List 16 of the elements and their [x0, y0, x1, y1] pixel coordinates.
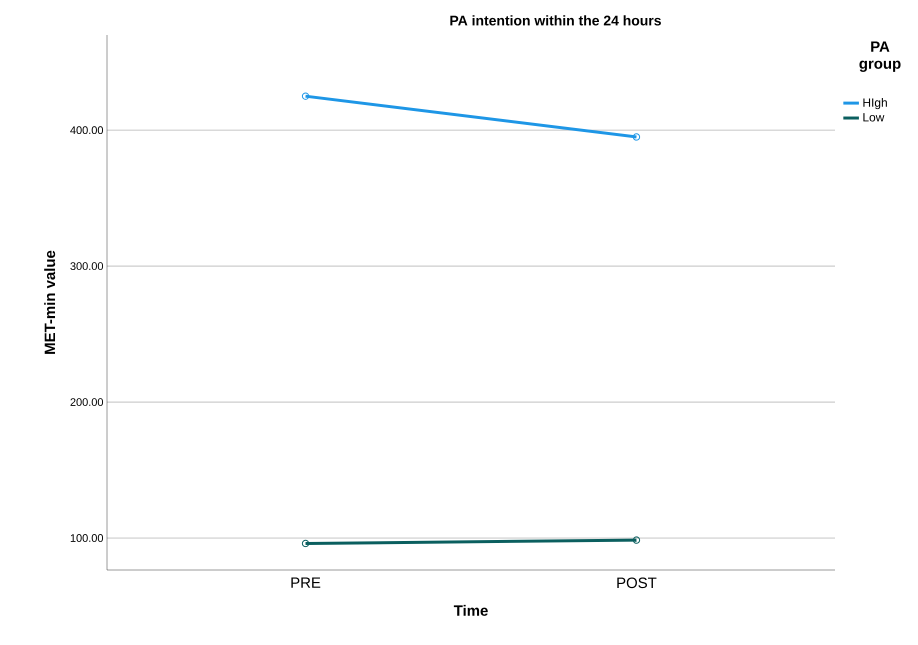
y-tick-label: 400.00: [70, 126, 104, 134]
point: [632, 536, 640, 544]
y-axis-title: MET-min value: [44, 250, 56, 354]
x-tick-label: PRE: [291, 578, 320, 588]
legend-title: PA group: [859, 42, 901, 72]
x-tick-label: POST: [617, 578, 656, 588]
y-tick-label: 200.00: [70, 398, 104, 406]
point: [302, 540, 310, 548]
legend-label: HIgh: [863, 98, 887, 110]
y-tick-label: 300.00: [70, 262, 104, 270]
point: [632, 133, 640, 141]
chart-title: PA intention within the 24 hours: [450, 15, 661, 26]
point: [302, 92, 310, 100]
y-tick-label: 100.00: [70, 534, 104, 542]
x-axis-title: Time: [454, 604, 488, 616]
legend-label: Low: [863, 113, 884, 122]
